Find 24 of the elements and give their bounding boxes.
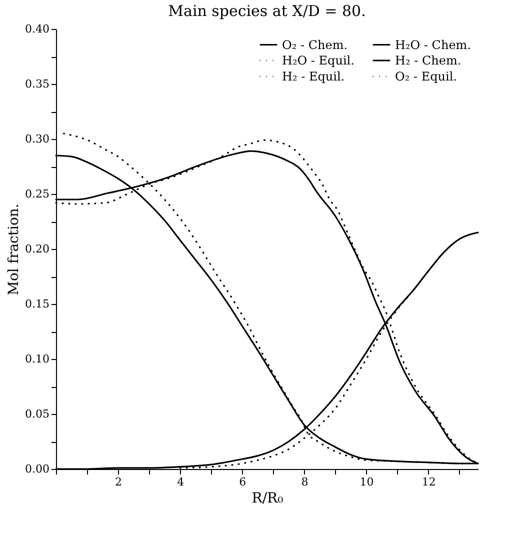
legend-label: H₂ - Chem. <box>395 54 462 68</box>
y-tick-label: 0.10 <box>25 352 50 366</box>
y-tick-label: 0.00 <box>25 462 50 476</box>
legend-label: O₂ - Chem. <box>282 38 348 52</box>
legend-label: H₂O - Chem. <box>395 38 472 52</box>
x-tick-label: 8 <box>301 476 308 488</box>
y-tick-label: 0.05 <box>25 408 50 420</box>
legend-label: H₂O - Equil. <box>282 54 354 68</box>
y-axis-title: Mol fraction. <box>6 204 22 296</box>
y-tick-label: 0.40 <box>25 22 50 36</box>
x-tick-label: 12 <box>422 476 436 488</box>
y-tick-label: 0.15 <box>25 298 50 310</box>
legend-label: H₂ - Equil. <box>282 70 345 84</box>
x-tick-label: 6 <box>239 476 246 488</box>
chart-title: Main species at X/D = 80. <box>168 2 366 20</box>
y-tick-label: 0.35 <box>25 78 50 90</box>
y-tick-label: 0.30 <box>25 132 50 146</box>
y-tick-label: 0.20 <box>25 242 50 256</box>
x-tick-label: 4 <box>177 476 184 488</box>
legend-label: O₂ - Equil. <box>395 70 457 84</box>
x-axis-title: R/R₀ <box>252 490 284 506</box>
y-tick-label: 0.25 <box>25 188 50 200</box>
x-tick-label: 2 <box>115 476 122 488</box>
x-tick-label: 10 <box>360 476 374 488</box>
